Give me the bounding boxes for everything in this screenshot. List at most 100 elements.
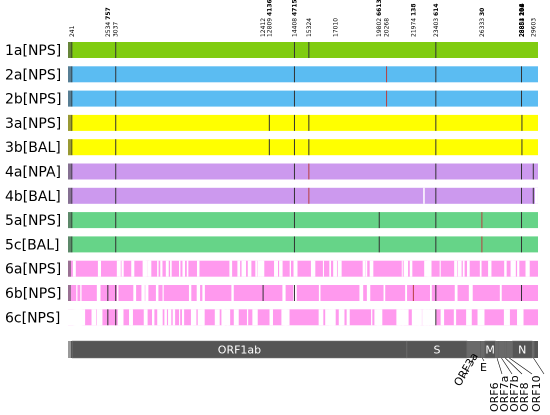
coverage-gap <box>156 285 159 301</box>
variant-mark <box>521 187 523 204</box>
coverage-gap <box>295 260 298 277</box>
sample-label: 2b[NPS] <box>5 92 62 108</box>
coverage-gap <box>157 309 162 326</box>
gene-label: ORF7a <box>498 376 511 412</box>
coverage-gap <box>196 285 201 301</box>
variant-mark <box>115 236 117 253</box>
coverage-gap <box>466 309 472 326</box>
coverage-bar <box>68 285 538 301</box>
coverage-gap <box>197 309 205 326</box>
position-label: 17010 <box>332 18 339 37</box>
variant-mark <box>115 187 117 204</box>
variant-mark <box>71 163 73 180</box>
gene-label: N <box>518 344 526 357</box>
variant-mark <box>71 114 73 131</box>
coverage-gap <box>510 260 514 277</box>
coverage-gap <box>119 260 121 277</box>
variant-mark <box>435 163 437 180</box>
position-label: 28883 204 <box>519 3 526 37</box>
coverage-gap <box>526 260 530 277</box>
position-count: 30 <box>479 8 486 16</box>
coverage-gap <box>164 309 167 326</box>
variant-mark <box>268 139 270 156</box>
variant-mark <box>71 236 73 253</box>
variant-mark <box>521 90 523 107</box>
gene-label: ORF6 <box>488 382 501 412</box>
coverage-gap <box>477 309 485 326</box>
coverage-gap <box>371 260 374 277</box>
coverage-gap <box>262 260 265 277</box>
variant-mark <box>68 66 71 83</box>
sample-row-6b[NPS]: 6b[NPS] <box>5 285 538 302</box>
variant-mark <box>435 212 437 229</box>
variant-mark <box>71 212 73 229</box>
coverage-gap <box>329 309 336 326</box>
gene-leader-line <box>505 357 523 375</box>
position-label: 3037 <box>113 22 120 37</box>
variant-mark <box>68 285 71 301</box>
coverage-gap <box>191 309 194 326</box>
sample-label: 5c[BAL] <box>5 237 60 253</box>
position-number: 26333 <box>479 16 486 37</box>
coverage-gap <box>244 260 247 277</box>
coverage-gap <box>396 309 401 326</box>
sample-label: 1a[NPS] <box>5 43 61 59</box>
coverage-gap <box>255 260 257 277</box>
coverage-gap <box>318 309 324 326</box>
coverage-gap <box>160 260 163 277</box>
coverage-gap <box>409 260 413 277</box>
gene-label: ORF8 <box>518 382 531 412</box>
variant-mark <box>293 139 295 156</box>
variant-mark <box>71 42 73 58</box>
coverage-gap <box>152 309 154 326</box>
position-label: 26333 30 <box>479 8 486 37</box>
coverage-gap <box>325 309 330 326</box>
variant-mark <box>521 114 523 131</box>
variant-mark <box>435 309 437 326</box>
variant-mark <box>68 90 71 107</box>
position-number: 12412 <box>260 18 267 37</box>
variant-mark <box>378 236 380 253</box>
gene-leader-line <box>482 357 485 362</box>
position-label: 21974 138 <box>410 3 417 37</box>
variant-mark <box>293 66 295 83</box>
coverage-gap <box>362 260 366 277</box>
position-label: 28882 203 <box>519 3 526 37</box>
position-number: 28882 <box>519 16 526 37</box>
variant-mark <box>115 66 117 83</box>
variant-mark <box>115 212 117 229</box>
coverage-gap <box>322 260 324 277</box>
coverage-gap <box>231 285 234 301</box>
variant-mark <box>481 212 483 229</box>
coverage-gap <box>504 260 507 277</box>
variant-mark <box>521 212 523 229</box>
position-number: 28883 <box>519 16 526 37</box>
coverage-gap <box>162 285 164 301</box>
coverage-gap <box>534 187 538 204</box>
coverage-bar <box>68 139 538 156</box>
position-number: 3037 <box>113 22 120 37</box>
coverage-gap <box>269 309 273 326</box>
sample-label: 4a[NPA] <box>5 165 61 181</box>
coverage-gap <box>129 309 133 326</box>
variant-mark <box>293 236 295 253</box>
variant-mark <box>521 139 523 156</box>
coverage-gap <box>488 260 492 277</box>
variant-mark <box>71 187 73 204</box>
coverage-gap <box>246 309 249 326</box>
coverage-gap <box>186 260 189 277</box>
coverage-gap <box>153 309 155 326</box>
sample-row-3a[NPS]: 3a[NPS] <box>5 114 538 132</box>
variant-mark <box>68 42 71 58</box>
coverage-gap <box>427 309 433 326</box>
variant-mark <box>435 42 437 58</box>
coverage-gap <box>313 260 316 277</box>
coverage-gap <box>293 285 297 301</box>
variant-mark <box>115 90 117 107</box>
sample-label: 6a[NPS] <box>5 262 61 278</box>
position-number: 15324 <box>306 18 313 37</box>
coverage-gap <box>143 260 147 277</box>
coverage-gap <box>80 285 82 301</box>
sample-label: 3a[NPS] <box>5 116 61 132</box>
